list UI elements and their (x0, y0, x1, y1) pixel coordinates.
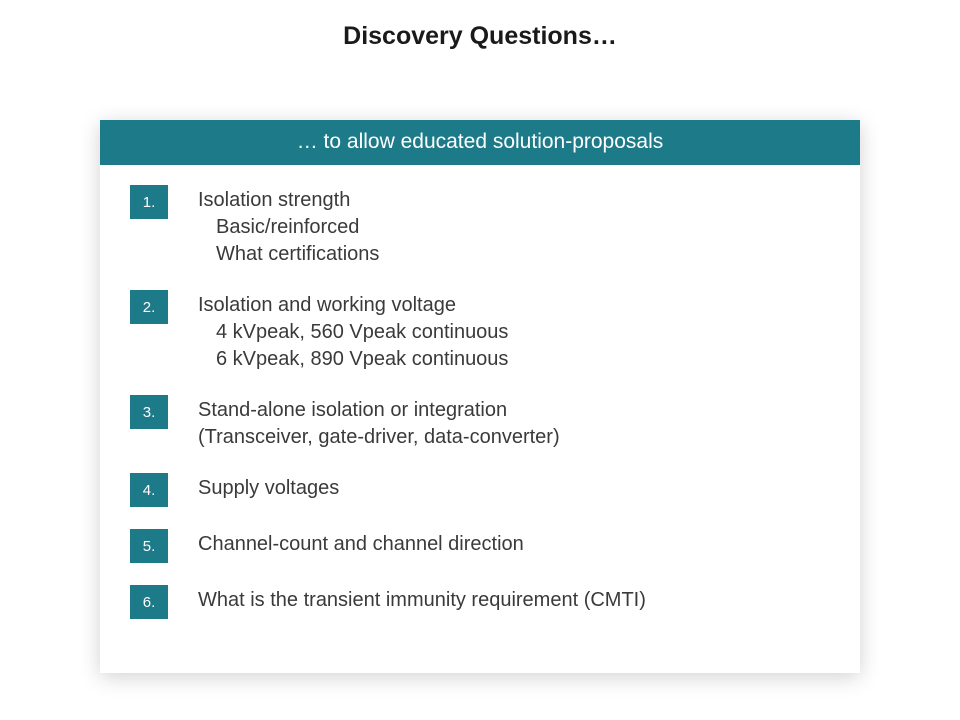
item-main-text: Channel-count and channel direction (198, 531, 830, 558)
item-content: Supply voltages (198, 471, 830, 502)
item-sub-text: What certifications (198, 241, 830, 268)
item-number-badge: 3. (130, 395, 168, 429)
card-header: … to allow educated solution-proposals (100, 120, 860, 165)
question-item: 5. Channel-count and channel direction (130, 527, 830, 563)
item-number-badge: 2. (130, 290, 168, 324)
item-main-text: Isolation and working voltage (198, 292, 830, 319)
question-list: 1.Isolation strengthBasic/reinforcedWhat… (100, 165, 860, 637)
content-card: … to allow educated solution-proposals 1… (100, 120, 860, 673)
item-content: Channel-count and channel direction (198, 527, 830, 558)
item-number-badge: 6. (130, 585, 168, 619)
item-number-badge: 5. (130, 529, 168, 563)
item-sub-text: Basic/reinforced (198, 214, 830, 241)
question-item: 1. Isolation strengthBasic/reinforcedWhat… (130, 183, 830, 268)
question-item: 6. What is the transient immunity require… (130, 583, 830, 619)
item-sub-text: (Transceiver, gate-driver, data-converte… (198, 424, 830, 451)
item-content: Isolation and working voltage4 kVpeak, 5… (198, 288, 830, 373)
question-item: 2. Isolation and working voltage4 kVpeak,… (130, 288, 830, 373)
item-main-text: Isolation strength (198, 187, 830, 214)
item-content: What is the transient immunity requireme… (198, 583, 830, 614)
item-content: Stand-alone isolation or integration(Tra… (198, 393, 830, 451)
item-main-text: Stand-alone isolation or integration (198, 397, 830, 424)
item-main-text: What is the transient immunity requireme… (198, 587, 830, 614)
slide: Discovery Questions… … to allow educated… (0, 0, 960, 720)
question-item: 4. Supply voltages (130, 471, 830, 507)
question-item: 3. Stand-alone isolation or integration(T… (130, 393, 830, 451)
item-sub-text: 6 kVpeak, 890 Vpeak continuous (198, 346, 830, 373)
item-main-text: Supply voltages (198, 475, 830, 502)
item-content: Isolation strengthBasic/reinforcedWhat c… (198, 183, 830, 268)
item-number-badge: 4. (130, 473, 168, 507)
item-sub-text: 4 kVpeak, 560 Vpeak continuous (198, 319, 830, 346)
item-number-badge: 1. (130, 185, 168, 219)
page-title: Discovery Questions… (0, 22, 960, 51)
